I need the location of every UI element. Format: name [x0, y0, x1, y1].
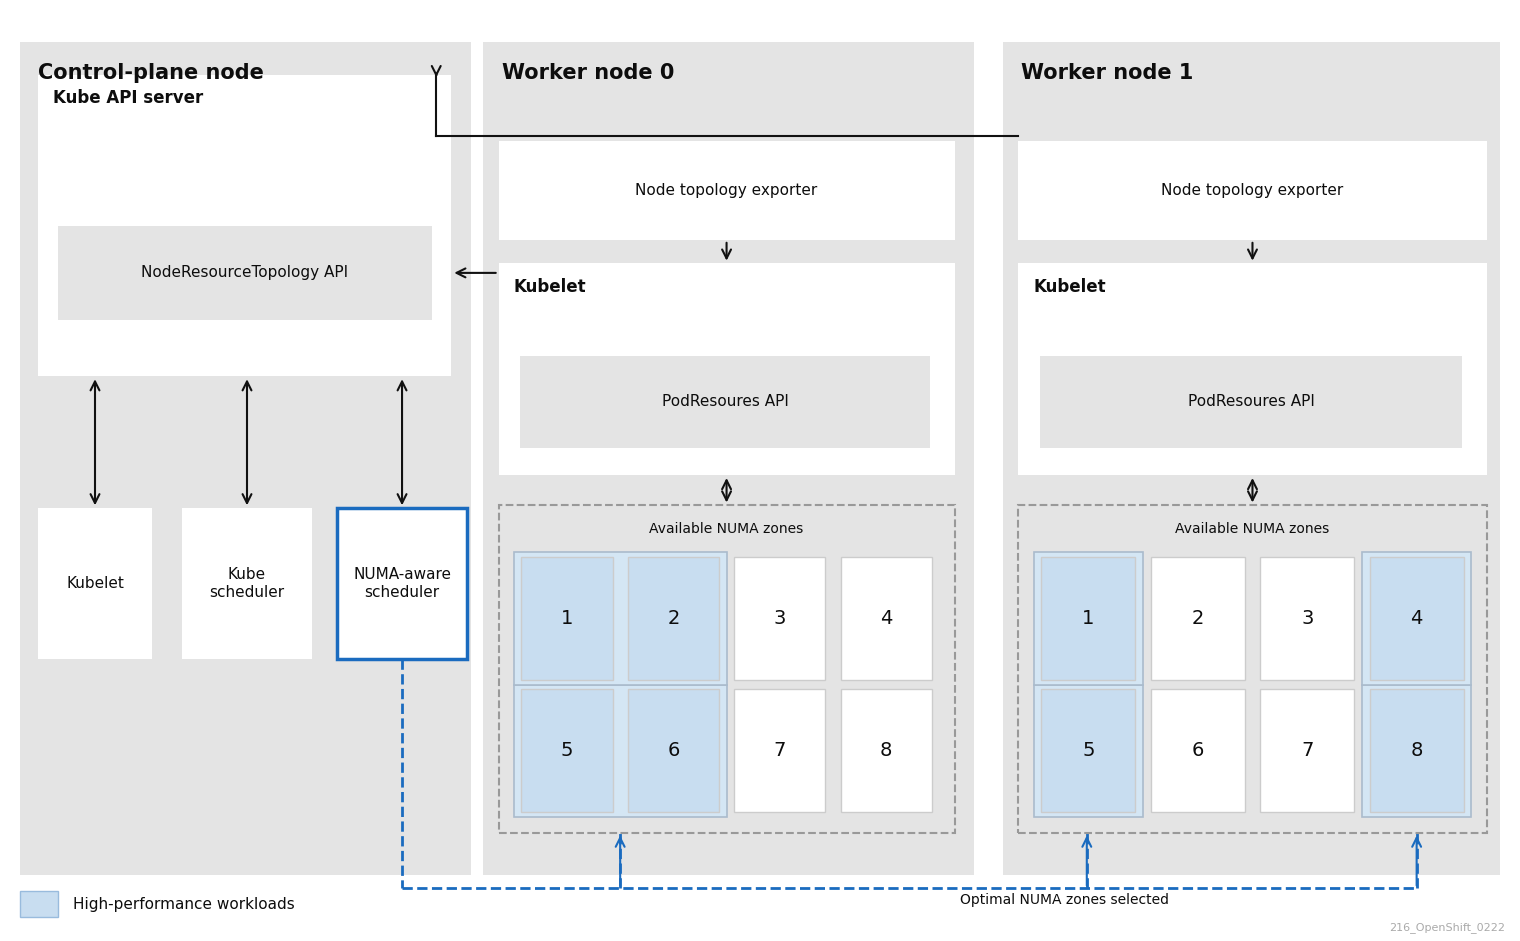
Text: 7: 7: [1301, 742, 1313, 760]
Text: Optimal NUMA zones selected: Optimal NUMA zones selected: [959, 893, 1169, 907]
Text: Kube
scheduler: Kube scheduler: [210, 567, 284, 599]
Text: Kubelet: Kubelet: [1034, 278, 1107, 295]
Bar: [628, 689, 719, 812]
Bar: [514, 685, 727, 817]
Text: 216_OpenShift_0222: 216_OpenShift_0222: [1389, 922, 1505, 933]
Bar: [1003, 42, 1500, 875]
Text: Control-plane node: Control-plane node: [38, 63, 264, 83]
Bar: [1370, 557, 1464, 679]
Text: 5: 5: [561, 742, 573, 760]
Bar: [1018, 263, 1487, 475]
Text: 8: 8: [880, 742, 892, 760]
Text: 3: 3: [774, 609, 786, 628]
Bar: [483, 42, 974, 875]
Bar: [521, 689, 613, 812]
Text: 2: 2: [1192, 609, 1204, 628]
Bar: [1362, 685, 1471, 817]
Text: 6: 6: [1192, 742, 1204, 760]
Text: 2: 2: [667, 609, 679, 628]
Text: Kubelet: Kubelet: [514, 278, 587, 295]
Bar: [20, 891, 58, 917]
Bar: [38, 75, 451, 376]
Bar: [1260, 557, 1354, 679]
Text: 6: 6: [667, 742, 679, 760]
Text: 4: 4: [880, 609, 892, 628]
Text: 1: 1: [561, 609, 573, 628]
Text: Node topology exporter: Node topology exporter: [635, 183, 818, 198]
Text: Worker node 1: Worker node 1: [1021, 63, 1193, 83]
Bar: [337, 508, 467, 659]
Text: Available NUMA zones: Available NUMA zones: [1175, 522, 1330, 536]
Text: 5: 5: [1082, 742, 1094, 760]
Bar: [1018, 505, 1487, 833]
Bar: [1151, 557, 1245, 679]
Text: NUMA-aware
scheduler: NUMA-aware scheduler: [353, 567, 451, 599]
Bar: [734, 557, 825, 679]
Text: Kubelet: Kubelet: [65, 576, 125, 591]
Text: Available NUMA zones: Available NUMA zones: [649, 522, 804, 536]
Text: PodResoures API: PodResoures API: [1187, 394, 1315, 409]
Bar: [1041, 689, 1135, 812]
Text: 1: 1: [1082, 609, 1094, 628]
Bar: [38, 508, 152, 659]
Bar: [628, 557, 719, 679]
Bar: [1370, 689, 1464, 812]
Bar: [1040, 356, 1462, 448]
Bar: [1018, 141, 1487, 240]
Text: Kube API server: Kube API server: [53, 89, 204, 107]
Bar: [1151, 689, 1245, 812]
Text: Worker node 0: Worker node 0: [502, 63, 673, 83]
Text: 3: 3: [1301, 609, 1313, 628]
Bar: [1034, 685, 1143, 817]
Text: High-performance workloads: High-performance workloads: [73, 897, 295, 912]
Bar: [1362, 552, 1471, 685]
Bar: [841, 557, 932, 679]
Bar: [520, 356, 930, 448]
Bar: [182, 508, 312, 659]
Bar: [20, 42, 471, 875]
Bar: [1041, 557, 1135, 679]
Bar: [1034, 552, 1143, 685]
Bar: [499, 141, 955, 240]
Bar: [499, 505, 955, 833]
Bar: [841, 689, 932, 812]
Text: 8: 8: [1411, 742, 1423, 760]
Text: 4: 4: [1411, 609, 1423, 628]
Bar: [1260, 689, 1354, 812]
Text: 7: 7: [774, 742, 786, 760]
Bar: [734, 689, 825, 812]
Bar: [499, 263, 955, 475]
Bar: [521, 557, 613, 679]
Text: PodResoures API: PodResoures API: [661, 394, 789, 409]
Text: Node topology exporter: Node topology exporter: [1161, 183, 1344, 198]
Text: NodeResourceTopology API: NodeResourceTopology API: [141, 265, 348, 280]
Bar: [514, 552, 727, 685]
Bar: [58, 226, 432, 320]
